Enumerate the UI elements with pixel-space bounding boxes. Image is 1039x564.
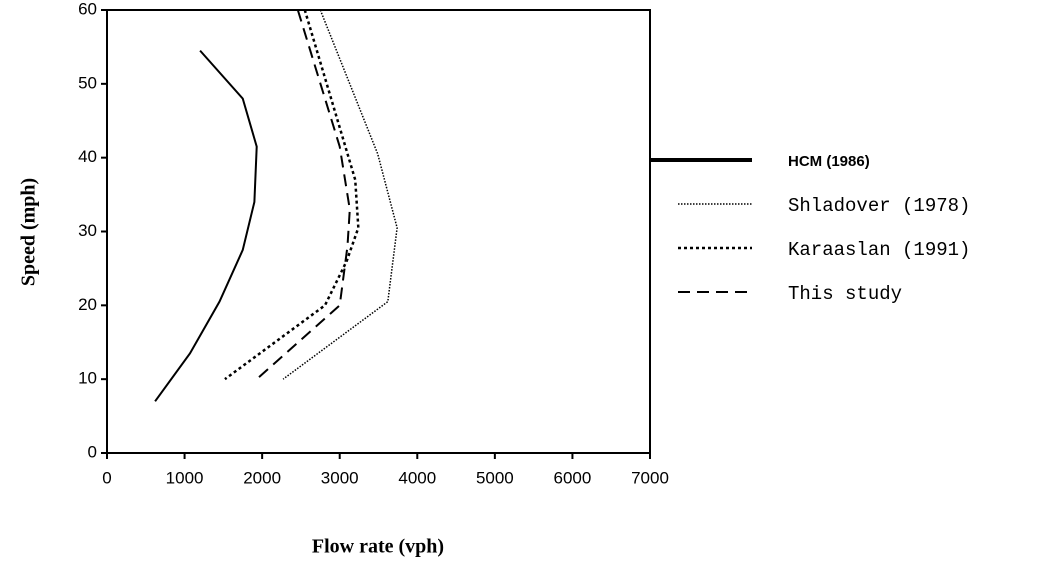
y-tick-label: 10 <box>78 369 97 388</box>
y-tick-label: 20 <box>78 295 97 314</box>
series-line <box>256 9 351 380</box>
x-tick-label: 6000 <box>554 468 592 487</box>
x-tick-label: 1000 <box>166 468 204 487</box>
series-line <box>282 9 398 380</box>
legend-label: Shladover (1978) <box>788 195 970 217</box>
y-tick-label: 30 <box>78 221 97 240</box>
y-tick-label: 60 <box>78 0 97 18</box>
x-tick-label: 5000 <box>476 468 514 487</box>
legend-label: HCM (1986) <box>788 153 870 170</box>
x-tick-label: 2000 <box>243 468 281 487</box>
legend-label: This study <box>788 283 902 305</box>
series-line <box>154 49 258 402</box>
x-tick-label: 0 <box>102 468 111 487</box>
plot-frame <box>106 9 651 454</box>
legend-label: Karaaslan (1991) <box>788 239 970 261</box>
series-line <box>224 9 360 381</box>
x-tick-label: 4000 <box>398 468 436 487</box>
y-axis-label: Speed (mph) <box>18 178 40 286</box>
y-tick-label: 40 <box>78 147 97 166</box>
x-axis-label: Flow rate (vph) <box>312 536 444 558</box>
x-tick-label: 3000 <box>321 468 359 487</box>
x-tick-label: 7000 <box>631 468 669 487</box>
y-tick-label: 50 <box>78 73 97 92</box>
y-tick-label: 0 <box>88 442 97 461</box>
